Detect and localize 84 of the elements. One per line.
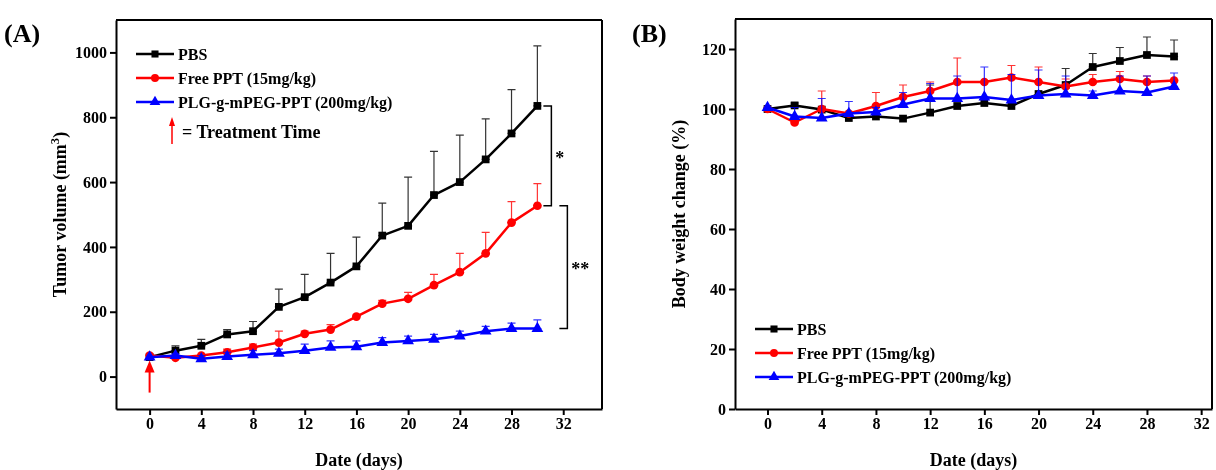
annotation: = Treatment Time (182, 122, 321, 142)
legend-label: Free PPT (15mg/kg) (797, 345, 936, 363)
point (1088, 77, 1098, 87)
point (169, 348, 182, 359)
point (481, 155, 490, 164)
y-tick-label: 100 (702, 100, 726, 118)
point (897, 97, 909, 108)
x-tick-label: 24 (1085, 415, 1102, 433)
x-axis-title: Date (days) (929, 450, 1018, 470)
point (249, 327, 257, 336)
point (403, 294, 413, 304)
y-tick-label: 20 (710, 340, 726, 358)
chart-title: (B) (632, 19, 667, 48)
y-tick-label: 400 (83, 238, 107, 256)
point (352, 262, 361, 271)
point (274, 338, 284, 347)
point (533, 102, 542, 110)
x-tick-label: 20 (400, 415, 417, 433)
legend-label: PBS (178, 46, 208, 63)
x-tick-label: 16 (976, 415, 993, 433)
point (300, 293, 309, 302)
x-tick-label: 32 (555, 415, 572, 433)
point (815, 111, 828, 122)
point (953, 102, 962, 110)
point (429, 280, 439, 290)
y-tick-label: 0 (718, 400, 726, 418)
point (1170, 52, 1178, 61)
point (1143, 51, 1151, 59)
point (1113, 84, 1126, 95)
x-tick-label: 8 (872, 415, 881, 433)
point (378, 231, 387, 240)
point (507, 218, 516, 227)
point (404, 221, 412, 230)
point (1005, 93, 1018, 104)
x-tick-label: 12 (297, 415, 314, 433)
x-tick-label: 4 (818, 415, 827, 433)
chart-title: (A) (4, 19, 41, 48)
point (1059, 87, 1072, 98)
point (455, 267, 465, 277)
y-tick-label: 800 (83, 108, 107, 126)
point (1088, 63, 1097, 71)
legend-label: Free PPT (15mg/kg) (178, 70, 317, 88)
point (926, 108, 935, 117)
point (1115, 57, 1124, 65)
point (481, 249, 491, 258)
x-tick-label: 32 (1193, 415, 1210, 433)
point (430, 191, 438, 199)
point (533, 201, 542, 211)
point (1168, 79, 1180, 90)
y-tick-label: 80 (710, 160, 726, 178)
point (978, 90, 991, 101)
point (1141, 85, 1153, 96)
x-tick-label: 8 (249, 415, 258, 433)
point (899, 114, 907, 123)
point (951, 91, 964, 102)
x-tick-label: 28 (504, 415, 521, 433)
point (761, 100, 774, 111)
y-tick-label: 1000 (75, 44, 107, 62)
legend-label: PLG-g-mPEG-PPT (200mg/kg) (178, 94, 393, 112)
y-tick-label: 60 (710, 220, 726, 238)
y-tick-label: 0 (99, 368, 107, 386)
annotation: ** (571, 259, 590, 280)
annotation: * (555, 147, 565, 168)
y-axis-title: Body weight change (%) (669, 119, 690, 309)
x-tick-label: 4 (197, 415, 206, 433)
point (455, 178, 464, 186)
y-tick-label: 40 (710, 280, 726, 298)
x-axis-title: Date (days) (315, 450, 403, 470)
x-tick-label: 20 (1031, 415, 1048, 433)
y-tick-label: 600 (83, 173, 107, 191)
point (377, 299, 387, 309)
x-tick-label: 16 (348, 415, 365, 433)
point (300, 329, 310, 339)
x-tick-label: 12 (922, 415, 939, 433)
x-tick-label: 28 (1139, 415, 1156, 433)
x-tick-label: 24 (452, 415, 469, 433)
point (274, 303, 283, 311)
legend-label: PBS (797, 321, 827, 338)
point (924, 91, 937, 102)
legend-label: PLG-g-mPEG-PPT (200mg/kg) (797, 369, 1012, 387)
x-tick-label: 0 (764, 415, 773, 433)
y-tick-label: 120 (702, 40, 726, 58)
x-tick-label: 0 (146, 415, 155, 433)
y-tick-label: 200 (83, 303, 107, 321)
